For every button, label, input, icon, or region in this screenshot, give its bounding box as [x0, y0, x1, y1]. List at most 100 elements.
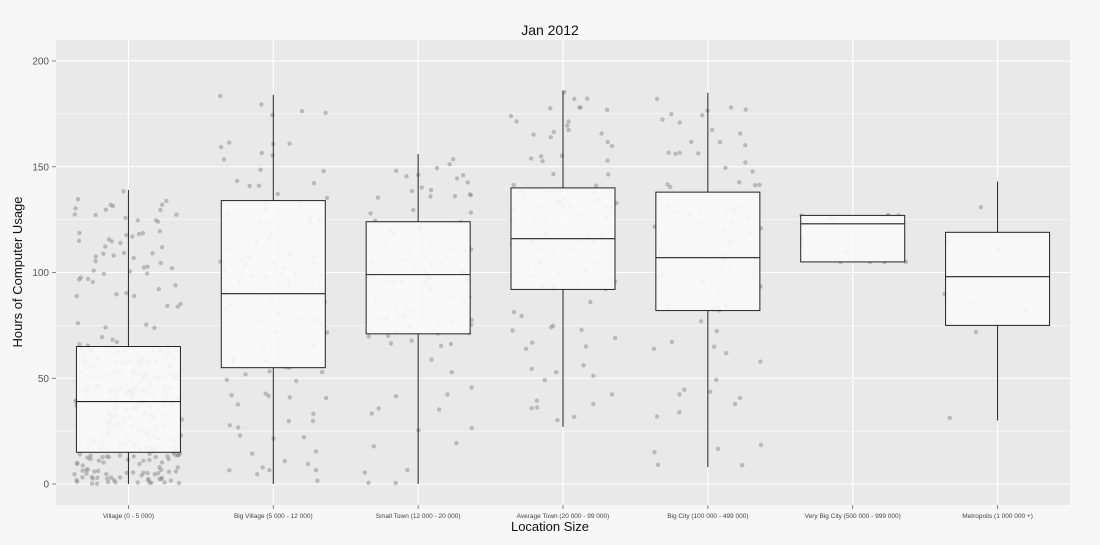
- jitter-point: [411, 207, 416, 213]
- jitter-point: [234, 178, 240, 184]
- jitter-point: [585, 96, 590, 101]
- jitter-point: [137, 461, 142, 467]
- jitter-point: [256, 183, 262, 188]
- jitter-point: [554, 370, 559, 375]
- jitter-point: [131, 454, 136, 459]
- jitter-point: [606, 172, 611, 177]
- jitter-point: [175, 465, 180, 470]
- box-7: [945, 181, 1051, 421]
- box-6: [800, 214, 906, 263]
- chart-title: Jan 2012: [521, 22, 579, 38]
- jitter-point: [320, 370, 325, 375]
- jitter-point: [369, 411, 374, 416]
- jitter-point: [259, 150, 264, 156]
- jitter-point: [666, 150, 671, 155]
- jitter-point: [530, 340, 535, 345]
- jitter-point: [156, 471, 161, 476]
- jitter-point: [376, 406, 381, 411]
- y-tick-label: 50: [38, 374, 50, 385]
- jitter-point: [113, 480, 118, 485]
- jitter-point: [548, 135, 553, 140]
- jitter-point: [572, 96, 577, 102]
- jitter-point: [368, 211, 373, 216]
- jitter-point: [323, 395, 329, 401]
- jitter-point: [447, 162, 452, 167]
- jitter-point: [559, 153, 565, 158]
- jitter-point: [548, 106, 553, 111]
- y-axis-title: Hours of Computer Usage: [10, 196, 25, 347]
- jitter-point: [682, 387, 687, 392]
- jitter-point: [655, 462, 661, 467]
- jitter-point: [404, 174, 409, 179]
- jitter-point: [299, 108, 305, 114]
- jitter-point: [362, 470, 367, 475]
- jitter-point: [677, 410, 682, 415]
- jitter-point: [428, 194, 433, 199]
- jitter-point: [451, 157, 456, 162]
- jitter-point: [75, 197, 81, 202]
- jitter-point: [125, 457, 130, 462]
- jitter-point: [978, 205, 984, 210]
- jitter-point: [117, 453, 123, 458]
- jitter-point: [717, 140, 723, 145]
- jitter-point: [947, 415, 952, 420]
- jitter-point: [715, 446, 721, 451]
- jitter-point: [434, 166, 440, 171]
- jitter-point: [419, 185, 424, 190]
- jitter-point: [710, 127, 715, 132]
- y-tick-label: 200: [32, 57, 49, 68]
- jitter-point: [150, 251, 155, 256]
- jitter-point: [77, 230, 82, 236]
- jitter-point: [445, 392, 450, 397]
- jitter-point: [523, 346, 529, 351]
- jitter-point: [282, 458, 287, 464]
- jitter-point: [577, 105, 582, 110]
- x-axis-title: Location Size: [511, 519, 589, 534]
- jitter-point: [313, 449, 319, 454]
- jitter-point: [540, 158, 545, 164]
- jitter-point: [147, 457, 152, 463]
- jitter-point: [88, 453, 93, 458]
- box-5: [655, 92, 761, 468]
- jitter-point: [591, 373, 596, 378]
- jitter-point: [572, 414, 577, 420]
- jitter-point: [110, 203, 116, 209]
- jitter-point: [668, 184, 673, 190]
- jitter-point: [149, 480, 154, 485]
- jitter-point: [157, 476, 162, 482]
- jitter-point: [405, 467, 410, 473]
- jitter-point: [118, 240, 123, 246]
- jitter-point: [165, 303, 170, 308]
- jitter-point: [84, 471, 89, 476]
- jitter-point: [111, 253, 116, 258]
- jitter-point: [529, 405, 534, 411]
- jitter-point: [388, 341, 394, 346]
- jitter-point: [130, 470, 136, 475]
- box-3: [365, 154, 471, 484]
- jitter-point: [101, 271, 107, 276]
- jitter-point: [141, 458, 146, 463]
- jitter-point: [529, 366, 534, 372]
- jitter-point: [696, 151, 701, 156]
- jitter-point: [131, 255, 136, 261]
- jitter-point: [454, 440, 459, 446]
- jitter-point: [465, 180, 470, 185]
- jitter-point: [158, 207, 163, 213]
- jitter-point: [103, 325, 108, 330]
- jitter-point: [106, 237, 112, 242]
- jitter-point: [155, 219, 161, 224]
- jitter-point: [218, 93, 223, 99]
- jitter-point: [236, 425, 241, 430]
- box-body: [655, 191, 761, 312]
- jitter-point: [145, 264, 150, 269]
- jitter-point: [227, 423, 232, 428]
- jitter-point: [550, 323, 556, 328]
- box-body: [220, 200, 326, 369]
- x-tick-label: Small Town (12 000 - 20 000): [376, 513, 461, 520]
- y-tick-label: 0: [43, 480, 49, 491]
- jitter-point: [75, 460, 80, 465]
- jitter-point: [519, 313, 524, 319]
- jitter-point: [758, 442, 764, 448]
- jitter-point: [651, 346, 657, 351]
- jitter-point: [528, 156, 534, 161]
